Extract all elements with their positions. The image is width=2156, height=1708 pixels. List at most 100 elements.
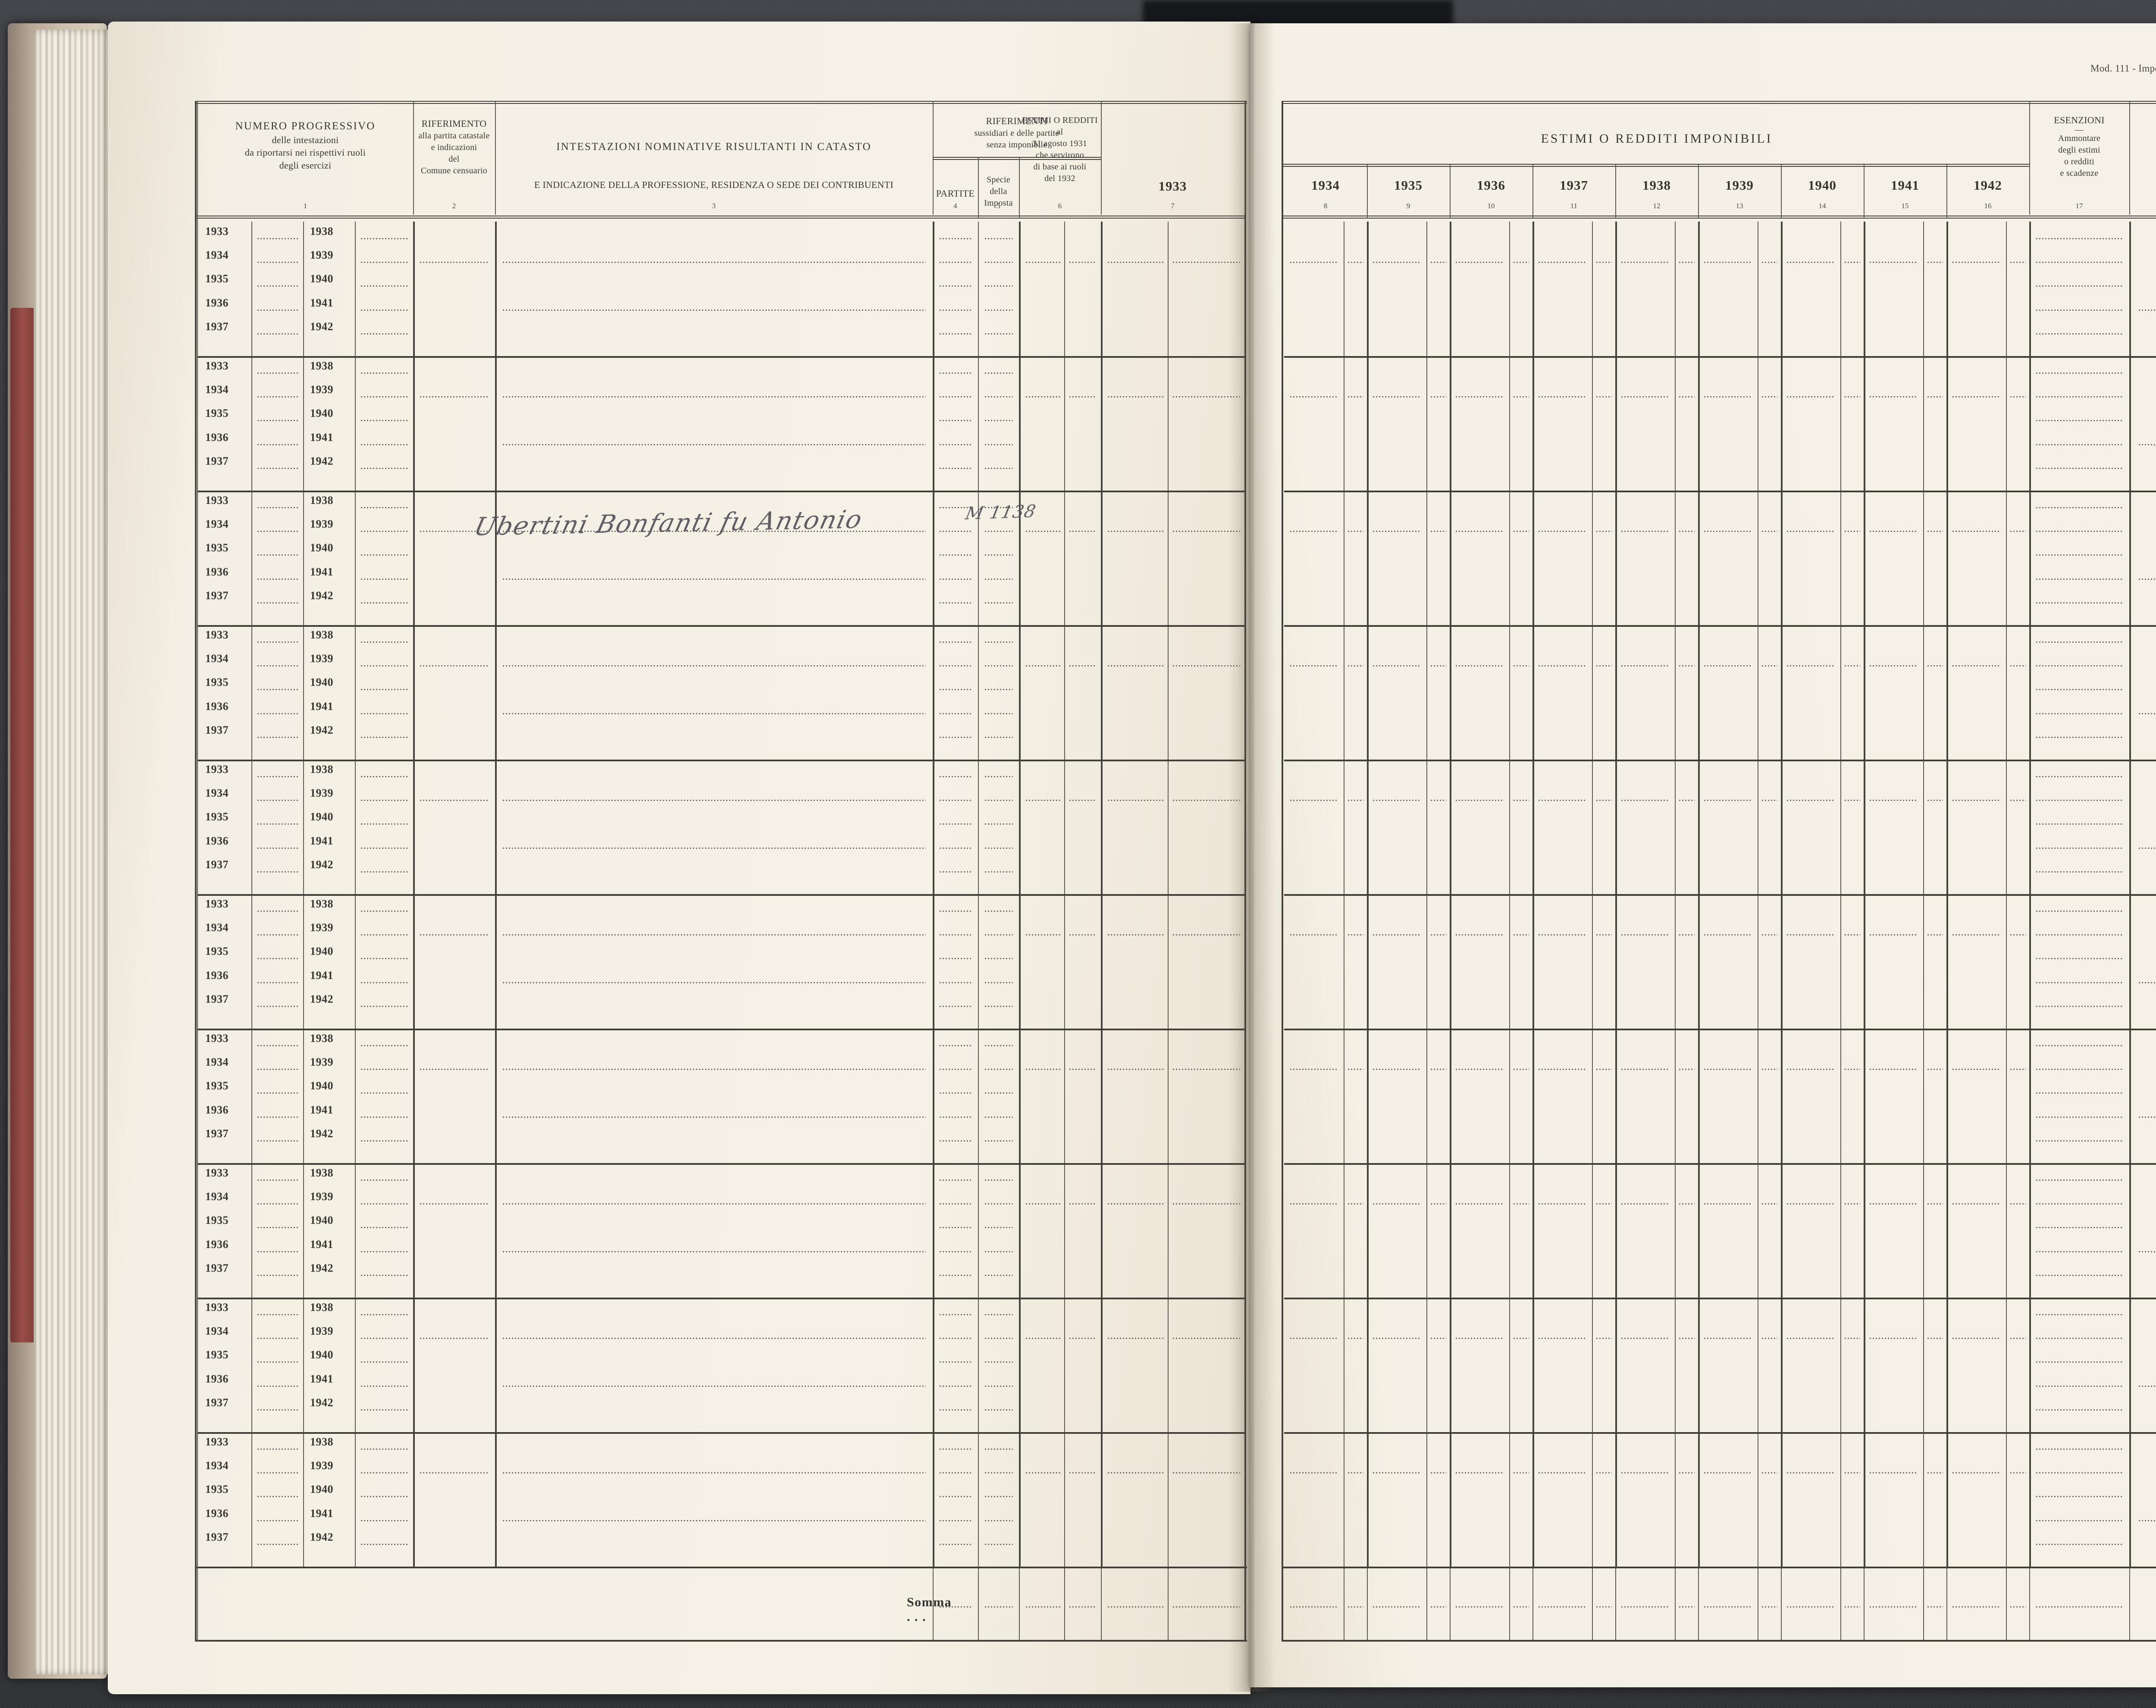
year-amount-dots xyxy=(1372,531,1421,532)
intestazione-fill-dots xyxy=(502,1251,926,1252)
year-label-left: 1935 xyxy=(205,1483,229,1496)
year-fill-dots xyxy=(360,309,408,311)
partite-fill-dots xyxy=(939,285,972,287)
y1933-cent-fill-dots xyxy=(1172,262,1240,263)
specie-fill-dots xyxy=(984,934,1013,936)
column-number-8: 8 xyxy=(1323,202,1328,210)
year-fill-dots xyxy=(360,420,408,422)
estimi-fill-dots xyxy=(1025,665,1061,667)
year-cent-dots xyxy=(1927,1338,1943,1339)
somma-year-dots xyxy=(1289,1606,1338,1608)
year-cent-dots xyxy=(1595,1069,1612,1070)
year-fill-dots xyxy=(360,665,408,667)
esenzioni-fill-dots xyxy=(2035,1314,2123,1315)
partite-fill-dots xyxy=(939,800,972,801)
year-cent-dots xyxy=(1430,800,1446,801)
estimi-cent-fill-dots xyxy=(1069,665,1097,667)
year-label-right: 1939 xyxy=(310,921,333,934)
year-cent-dots xyxy=(1347,531,1363,532)
year-label-left: 1935 xyxy=(205,1214,229,1227)
year-label-left: 1934 xyxy=(205,1325,229,1338)
year-fill-dots xyxy=(257,1116,298,1118)
year-cent-dots xyxy=(1430,1203,1446,1205)
column-number-5: 5 xyxy=(997,202,1000,210)
specie-fill-dots xyxy=(984,1140,1013,1142)
year-amount-dots xyxy=(1620,1338,1670,1339)
partite-fill-dots xyxy=(939,713,972,714)
header-estimi-redditi-imponibili: ESTIMI O REDDITI IMPONIBILI xyxy=(1284,130,2029,148)
intestazione-fill-dots xyxy=(502,847,926,849)
year-cent-dots xyxy=(2009,934,2026,936)
specie-fill-dots xyxy=(984,665,1013,667)
year-label-right: 1939 xyxy=(310,383,333,396)
esenzioni-fill-dots xyxy=(2035,736,2123,738)
partite-fill-dots xyxy=(939,982,972,983)
year-cent-dots xyxy=(1761,800,1777,801)
y1933-cent-fill-dots xyxy=(1172,396,1240,398)
block-separator xyxy=(197,356,1244,358)
year-amount-dots xyxy=(1786,800,1835,801)
year-amount-dots xyxy=(1620,665,1670,667)
year-amount-dots xyxy=(1620,396,1670,398)
partite-fill-dots xyxy=(939,665,972,667)
year-cent-dots xyxy=(1678,396,1695,398)
year-amount-dots xyxy=(1869,531,1918,532)
year-amount-dots xyxy=(1703,1203,1752,1205)
estimi-cent-fill-dots xyxy=(1069,262,1097,263)
y1933-fill-dots xyxy=(1107,262,1164,263)
year-cent-dots xyxy=(1513,934,1529,936)
y1933-fill-dots xyxy=(1107,1069,1164,1070)
year-fill-dots xyxy=(257,641,298,643)
year-fill-dots xyxy=(257,396,298,398)
year-amount-dots xyxy=(1952,665,2001,667)
esenzioni-fill-dots xyxy=(2035,309,2123,311)
year-fill-dots xyxy=(360,847,408,849)
centesimi-rule-bottom xyxy=(2006,1568,2007,1640)
year-cent-dots xyxy=(1927,531,1943,532)
specie-fill-dots xyxy=(984,1496,1013,1498)
year-group-rule xyxy=(1283,164,2030,167)
specie-fill-dots xyxy=(984,1069,1013,1070)
y1933-cent-fill-dots xyxy=(1172,531,1240,532)
column-number-3: 3 xyxy=(712,202,716,210)
year-cent-dots xyxy=(1347,262,1363,263)
somma-year-dots xyxy=(1620,1606,1670,1608)
year-fill-dots xyxy=(257,1179,298,1181)
year-amount-dots xyxy=(1786,665,1835,667)
estimi-cent-fill-dots xyxy=(1069,1203,1097,1205)
year-fill-dots xyxy=(360,1179,408,1181)
right-block-separator xyxy=(1284,760,2156,761)
year-label-left: 1937 xyxy=(205,723,229,736)
partite-fill-dots xyxy=(939,1045,972,1046)
esenzioni-fill-dots xyxy=(2035,1045,2123,1046)
year-cent-dots xyxy=(1430,665,1446,667)
header-esenzioni-line: — xyxy=(2075,125,2084,135)
esenzioni-fill-dots xyxy=(2035,665,2123,667)
year-amount-dots xyxy=(1703,531,1752,532)
header-esenzioni-line: Ammontare xyxy=(2058,133,2101,143)
header-intestazioni-nominative: INTESTAZIONI NOMINATIVE RISULTANTI IN CA… xyxy=(495,140,933,154)
year-amount-dots xyxy=(1786,1069,1835,1070)
y1933-cent-fill-dots xyxy=(1172,665,1240,667)
esenzioni-fill-dots xyxy=(2035,1069,2123,1070)
specie-fill-dots xyxy=(984,982,1013,983)
year-cent-dots xyxy=(1678,531,1695,532)
year-fill-dots xyxy=(360,1005,408,1007)
year-label-right: 1939 xyxy=(310,518,333,531)
year-label-right: 1939 xyxy=(310,787,333,800)
year-amount-dots xyxy=(1786,1203,1835,1205)
year-cent-dots xyxy=(1761,531,1777,532)
partite-fill-dots xyxy=(939,910,972,912)
column-number-10: 10 xyxy=(1487,202,1495,210)
esenzioni-fill-dots xyxy=(2035,602,2123,604)
year-cent-dots xyxy=(1678,1203,1695,1205)
year-fill-dots xyxy=(360,1274,408,1276)
partite-fill-dots xyxy=(939,1203,972,1205)
specie-fill-dots xyxy=(984,285,1013,287)
specie-fill-dots xyxy=(984,372,1013,374)
header-year-1942: 1942 xyxy=(1974,178,2002,193)
year-label-right: 1941 xyxy=(310,1507,333,1520)
right-body-bottom-border xyxy=(1282,1567,2156,1568)
year-fill-dots xyxy=(360,507,408,508)
year-label-left: 1937 xyxy=(205,992,229,1005)
